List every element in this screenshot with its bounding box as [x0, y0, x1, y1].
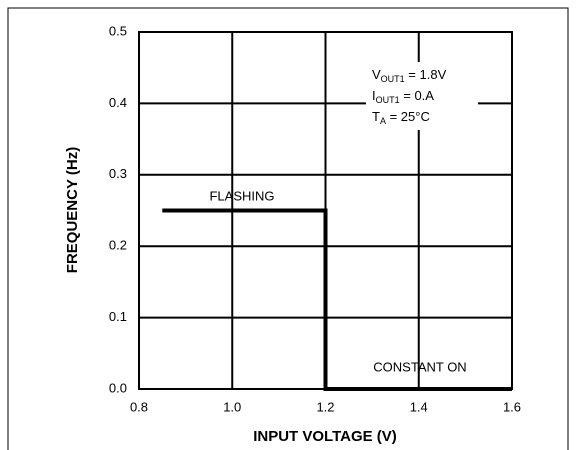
condition-value: = 25°C	[386, 109, 430, 124]
x-tick-label: 1.2	[316, 399, 334, 414]
y-tick-label: 0.2	[109, 238, 127, 253]
condition-subscript: OUT1	[376, 95, 400, 105]
data-line	[162, 208, 512, 391]
condition: IOUT1 = 0.A	[372, 88, 434, 105]
condition-subscript: A	[380, 116, 386, 126]
annotation: FLASHING	[209, 188, 274, 203]
y-tick-label: 0.1	[109, 309, 127, 324]
x-tick-label: 1.4	[410, 399, 428, 414]
condition: TA = 25°C	[372, 109, 430, 126]
y-tick-label: 0.0	[109, 380, 127, 395]
x-tick-label: 1.6	[503, 399, 521, 414]
condition-value: = 0.A	[400, 88, 435, 103]
x-tick-label: 1.0	[223, 399, 241, 414]
y-tick-label: 0.3	[109, 166, 127, 181]
annotation: CONSTANT ON	[373, 359, 466, 374]
y-tick-label: 0.5	[109, 23, 127, 38]
condition-symbol: I	[372, 88, 376, 103]
outer-frame	[7, 7, 569, 450]
condition: VOUT1 = 1.8V	[372, 67, 447, 84]
condition-symbol: V	[372, 67, 381, 82]
y-tick-label: 0.4	[109, 95, 127, 110]
condition-subscript: OUT1	[381, 74, 405, 84]
y-axis-label: FREQUENCY (Hz)	[64, 147, 81, 273]
x-tick-label: 0.8	[130, 399, 148, 414]
condition-symbol: T	[372, 109, 380, 124]
x-axis-label: INPUT VOLTAGE (V)	[253, 428, 397, 445]
condition-value: = 1.8V	[405, 67, 447, 82]
conditions-background	[366, 62, 478, 130]
